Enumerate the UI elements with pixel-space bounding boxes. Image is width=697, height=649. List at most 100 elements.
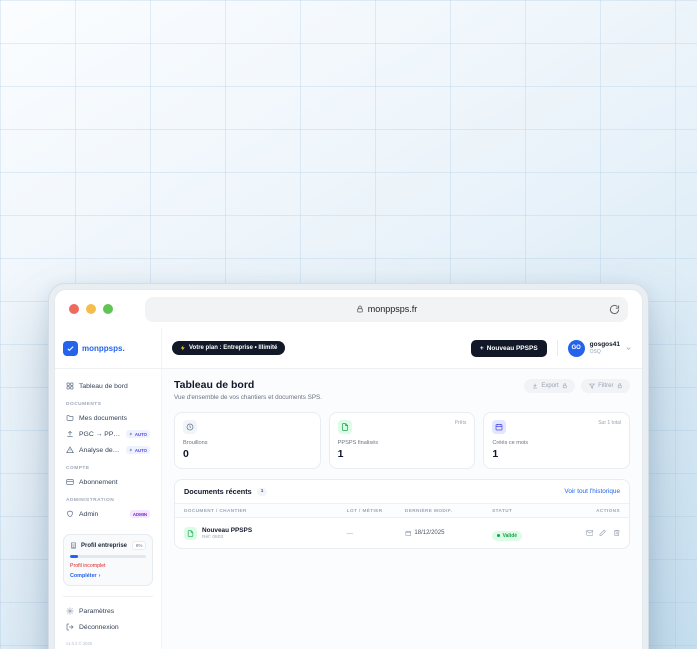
app-version: v1.0.2 © 2025 (66, 641, 93, 646)
profile-progress-bar (70, 555, 146, 558)
browser-window: monppsps.fr monppsps. (48, 283, 649, 649)
column-header: DERNIÈRE MODIF. (404, 508, 453, 513)
lock-icon (356, 305, 364, 313)
sidebar: Tableau de bord DOCUMENTS Mes documents (55, 369, 162, 649)
lock-icon (617, 383, 623, 389)
browser-toolbar: monppsps.fr (55, 290, 642, 328)
building-icon (70, 542, 77, 549)
chevron-down-icon (625, 345, 632, 352)
status-dot-icon (497, 534, 501, 537)
sidebar-section-documents: DOCUMENTS (66, 402, 102, 407)
export-button[interactable]: Export (524, 379, 576, 393)
complete-profile-link[interactable]: Compléter › (70, 573, 146, 579)
sidebar-item-label: Admin (79, 510, 99, 518)
sidebar-section-account: COMPTE (66, 466, 90, 471)
app-logo[interactable]: monppsps. (55, 328, 162, 368)
sidebar-item-label: PGC → PPSPS (79, 430, 121, 438)
plus-icon: + (479, 344, 484, 352)
stat-card-created-this-month: Sur 1 total Créés ce mois 1 (483, 412, 631, 469)
plan-badge[interactable]: Votre plan : Entreprise • Illimité (172, 341, 286, 355)
stat-value: 1 (492, 448, 499, 460)
sidebar-item-logout[interactable]: Déconnexion (63, 619, 153, 635)
zap-icon (129, 432, 133, 436)
page-subtitle: Vue d'ensemble de vos chantiers et docum… (174, 394, 322, 401)
sidebar-item-label: Tableau de bord (79, 382, 128, 390)
clock-icon (183, 420, 197, 434)
sidebar-item-subscription[interactable]: Abonnement (63, 474, 153, 490)
filter-button[interactable]: Filtrer (581, 379, 630, 393)
profile-percent: 8% (132, 541, 146, 550)
column-header: ACTIONS (596, 508, 620, 513)
sidebar-item-pgc-ppsps[interactable]: PGC → PPSPS AUTO (63, 426, 153, 442)
column-header: DOCUMENT / CHANTIER (184, 508, 247, 513)
column-header: STATUT (492, 508, 513, 513)
app-header: monppsps. Votre plan : Entreprise • Illi… (55, 328, 642, 369)
logout-icon (66, 623, 74, 631)
upload-icon (66, 430, 74, 438)
sidebar-item-label: Déconnexion (79, 623, 119, 631)
sidebar-item-label: Mes documents (79, 414, 127, 422)
trash-icon[interactable] (613, 529, 621, 537)
table-header-row: DOCUMENT / CHANTIER LOT / MÉTIER DERNIÈR… (175, 503, 629, 518)
view-history-link[interactable]: Voir tout l'historique (564, 488, 620, 495)
header-divider (556, 340, 558, 356)
grid-icon (66, 382, 74, 390)
mail-icon[interactable] (585, 529, 594, 537)
stat-label: Brouillons (183, 440, 208, 446)
company-profile-card: Profil entreprise 8% Profil incomplet Co… (63, 534, 153, 586)
app-body: Tableau de bord DOCUMENTS Mes documents (55, 369, 642, 649)
admin-badge-label: ADMIN (132, 511, 147, 517)
calendar-icon (492, 420, 507, 434)
logo-check-icon (63, 340, 78, 356)
maximize-window-button[interactable] (103, 304, 113, 314)
warning-triangle-icon (66, 446, 74, 454)
document-ref: Réf: 0803 (202, 534, 224, 540)
logo-text: monppsps. (82, 343, 125, 353)
funnel-icon (589, 383, 596, 389)
arrow-right-icon: › (98, 573, 101, 579)
reload-icon[interactable] (609, 304, 620, 315)
sidebar-item-admin[interactable]: Admin ADMIN (63, 506, 153, 522)
main-content: Tableau de bord Vue d'ensemble de vos ch… (162, 369, 642, 649)
stat-card-finalized: Prêts PPSPS finalisés 1 (328, 412, 476, 469)
zap-icon (180, 345, 186, 351)
avatar: GO (567, 339, 585, 357)
sidebar-item-risk-analysis[interactable]: Analyse des risq... AUTO (63, 442, 153, 458)
complete-profile-label: Compléter (70, 573, 97, 579)
stat-tag: Prêts (454, 420, 467, 426)
user-org: OSQ (589, 348, 601, 355)
column-header: LOT / MÉTIER (346, 508, 383, 513)
table-row[interactable]: Nouveau PPSPS Réf: 0803 — 18/12/2025 (175, 518, 629, 548)
minimize-window-button[interactable] (86, 304, 96, 314)
auto-badge-label: AUTO (134, 447, 147, 453)
stat-tag: Sur 1 total (598, 420, 622, 426)
sidebar-item-label: Paramètres (79, 607, 115, 615)
profile-progress-fill (70, 555, 79, 558)
close-window-button[interactable] (69, 304, 79, 314)
sidebar-item-label: Abonnement (79, 478, 118, 486)
sidebar-item-my-documents[interactable]: Mes documents (63, 410, 153, 426)
credit-card-icon (66, 478, 74, 486)
stat-label: PPSPS finalisés (337, 440, 379, 446)
auto-badge: AUTO (126, 446, 150, 454)
export-label: Export (541, 383, 559, 389)
lock-icon (562, 383, 568, 389)
zap-icon (129, 448, 133, 452)
user-menu[interactable]: GO gosgos41 OSQ (567, 339, 632, 357)
new-ppsps-button[interactable]: + Nouveau PPSPS (470, 339, 547, 357)
status-label: Validé (502, 532, 518, 539)
sidebar-item-label: Analyse des risq... (79, 446, 121, 454)
status-badge: Validé (492, 530, 523, 541)
sidebar-item-settings[interactable]: Paramètres (63, 603, 153, 619)
gear-icon (66, 607, 74, 615)
auto-badge: AUTO (126, 430, 150, 438)
sidebar-item-dashboard[interactable]: Tableau de bord (63, 378, 153, 394)
calendar-icon (405, 530, 412, 537)
modified-date: 18/12/2025 (414, 530, 445, 536)
shield-icon (66, 510, 74, 518)
sidebar-divider (63, 596, 153, 597)
download-icon (532, 383, 538, 389)
address-bar[interactable]: monppsps.fr (145, 296, 628, 322)
edit-pencil-icon[interactable] (599, 529, 607, 537)
